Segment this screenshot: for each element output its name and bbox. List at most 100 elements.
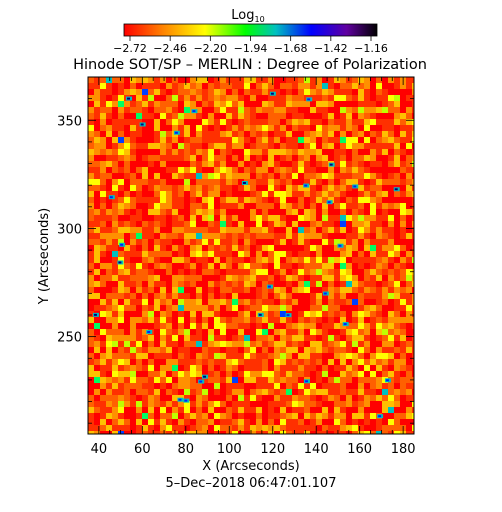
heatmap-cell <box>406 413 412 419</box>
heatmap-cell <box>214 347 220 353</box>
heatmap-cell <box>244 167 250 173</box>
heatmap-cell <box>382 191 388 197</box>
heatmap-cell <box>106 413 112 419</box>
heatmap-cell <box>226 371 232 377</box>
heatmap-cell <box>220 293 226 299</box>
colorbar-tick-label: −2.20 <box>193 42 227 55</box>
heatmap-cell <box>208 323 214 329</box>
heatmap-cell <box>268 209 274 215</box>
heatmap-cell <box>88 209 94 215</box>
heatmap-cell <box>340 263 346 269</box>
heatmap-cell <box>256 425 262 431</box>
heatmap-cell <box>412 203 414 209</box>
heatmap-cell <box>136 77 142 83</box>
heatmap-cell <box>136 245 142 251</box>
heatmap-cell <box>106 113 112 119</box>
heatmap-cell <box>274 149 280 155</box>
heatmap-cell <box>118 269 124 275</box>
heatmap-cell <box>352 203 358 209</box>
heatmap-cell <box>328 179 334 185</box>
heatmap-cell <box>220 419 226 425</box>
heatmap-cell <box>358 359 364 365</box>
heatmap-cell <box>208 233 214 239</box>
heatmap-cell <box>304 281 310 287</box>
heatmap-cell <box>106 299 112 305</box>
heatmap-cell <box>322 143 328 149</box>
heatmap-cell <box>112 221 118 227</box>
heatmap-cell <box>160 149 166 155</box>
heatmap-cell <box>106 365 112 371</box>
heatmap-cell <box>148 419 154 425</box>
heatmap-cell <box>160 407 166 413</box>
heatmap-cell <box>184 317 190 323</box>
heatmap-cell <box>208 341 214 347</box>
heatmap-cell <box>388 239 394 245</box>
heatmap-cell <box>226 287 232 293</box>
heatmap-cell <box>208 167 214 173</box>
heatmap-cell <box>154 269 160 275</box>
heatmap-cell <box>382 113 388 119</box>
heatmap-cell <box>88 257 94 263</box>
heatmap-cell <box>292 149 298 155</box>
heatmap-cell <box>88 155 94 161</box>
heatmap-cell <box>268 185 274 191</box>
heatmap-cell <box>232 215 238 221</box>
heatmap-cell <box>208 119 214 125</box>
heatmap-cell <box>202 233 208 239</box>
heatmap-cell <box>142 239 148 245</box>
heatmap-cell <box>208 335 214 341</box>
heatmap-cell <box>340 365 346 371</box>
heatmap-cell <box>370 407 376 413</box>
heatmap-cell <box>370 347 376 353</box>
heatmap-cell <box>388 125 394 131</box>
heatmap-cell <box>160 131 166 137</box>
heatmap-cell <box>214 143 220 149</box>
heatmap-cell <box>226 113 232 119</box>
heatmap-cell <box>334 353 340 359</box>
heatmap-cell <box>178 353 184 359</box>
heatmap-cell <box>214 353 220 359</box>
heatmap-cell <box>94 335 100 341</box>
heatmap-cell <box>184 275 190 281</box>
heatmap-cell <box>220 149 226 155</box>
heatmap-cell <box>280 317 286 323</box>
heatmap-cell <box>238 95 244 101</box>
heatmap-cell <box>400 119 406 125</box>
heatmap-cell <box>310 275 316 281</box>
heatmap-cell <box>262 95 268 101</box>
heatmap-cell <box>268 353 274 359</box>
heatmap-cell <box>256 299 262 305</box>
heatmap-cell <box>250 335 256 341</box>
heatmap-cell <box>172 389 178 395</box>
heatmap-cell <box>172 149 178 155</box>
heatmap-cell <box>334 419 340 425</box>
heatmap-cell <box>256 251 262 257</box>
heatmap-cell <box>328 233 334 239</box>
heatmap-cell <box>244 269 250 275</box>
heatmap-cell <box>202 131 208 137</box>
heatmap-cell <box>322 227 328 233</box>
heatmap-cell <box>298 323 304 329</box>
heatmap-cell <box>304 161 310 167</box>
heatmap-cell <box>190 257 196 263</box>
heatmap-cell <box>400 95 406 101</box>
heatmap-cell <box>148 281 154 287</box>
heatmap-cell <box>106 389 112 395</box>
heatmap-cell <box>316 275 322 281</box>
heatmap-cell <box>196 329 202 335</box>
heatmap-cell <box>376 245 382 251</box>
heatmap-cell <box>412 347 414 353</box>
heatmap-cell <box>274 119 280 125</box>
heatmap-cell <box>304 323 310 329</box>
heatmap-cell <box>220 173 226 179</box>
heatmap-cell <box>352 305 358 311</box>
heatmap-cell <box>352 209 358 215</box>
heatmap-cell <box>394 131 400 137</box>
heatmap-cell <box>136 173 142 179</box>
heatmap-cell <box>352 371 358 377</box>
heatmap-cell <box>160 203 166 209</box>
heatmap-cell <box>334 407 340 413</box>
heatmap-cell <box>292 329 298 335</box>
heatmap-cell <box>220 407 226 413</box>
